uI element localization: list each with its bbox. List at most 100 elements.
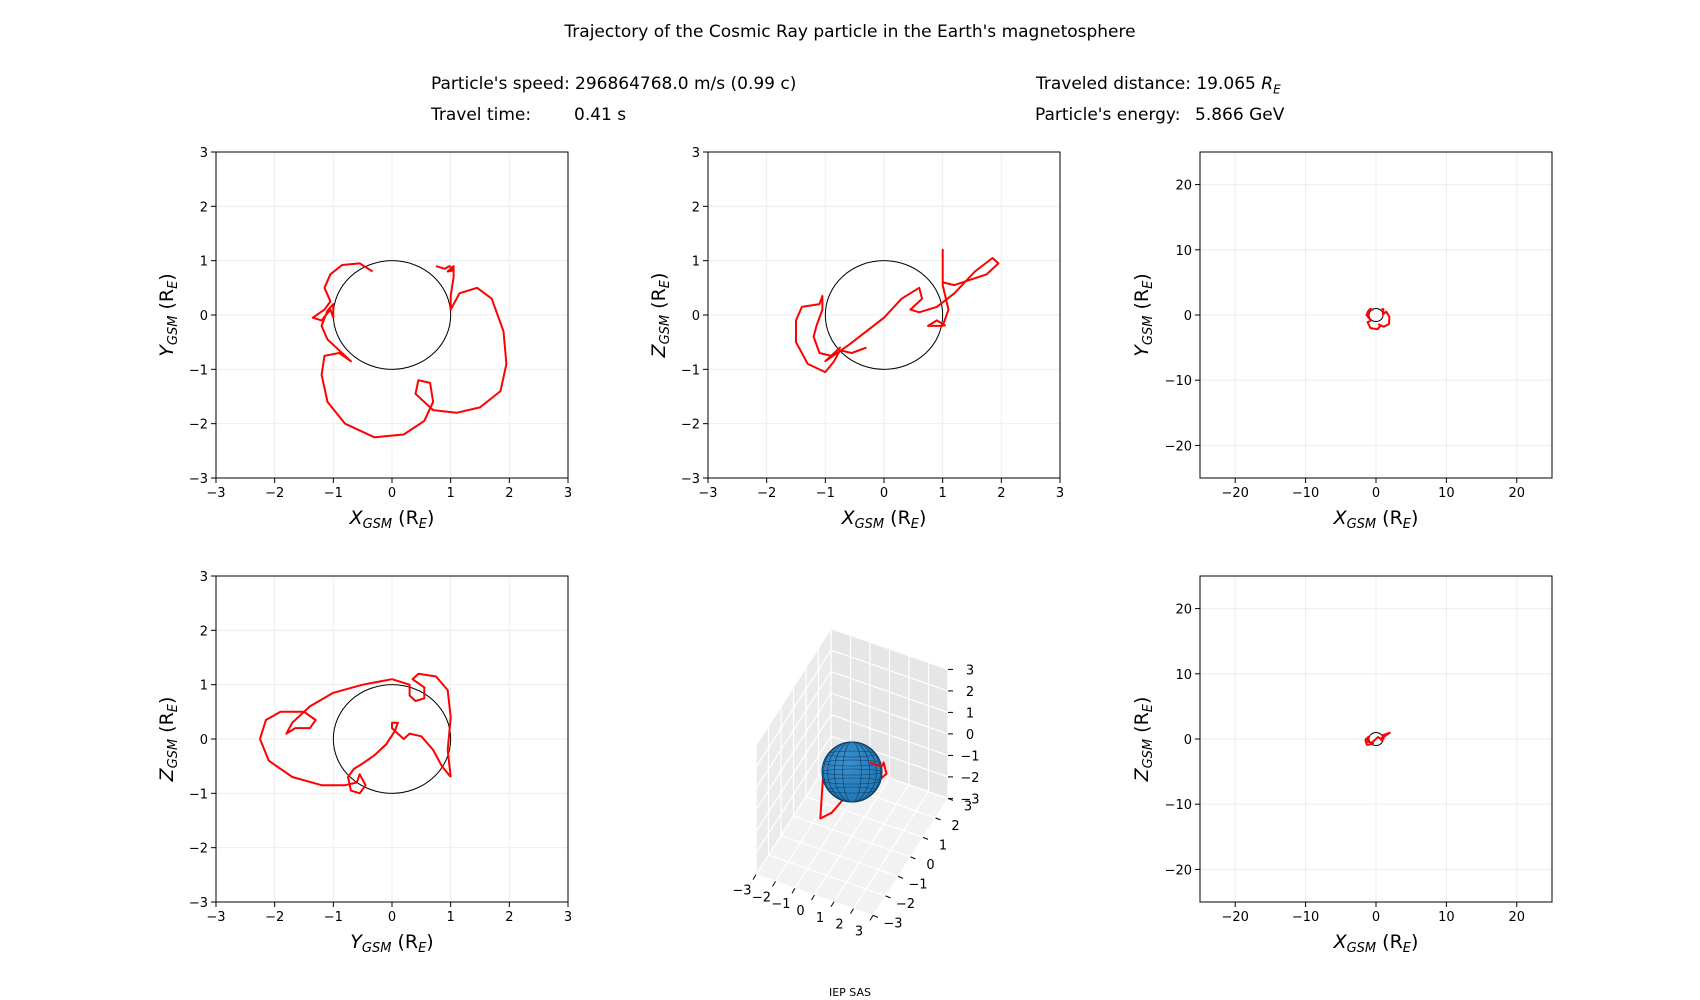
y-tick-label: 3 (200, 146, 208, 161)
z3d-tick-label: −2 (960, 771, 979, 786)
grid3d-z (755, 670, 949, 789)
chart-xz_wide: −20 −10 0 10 20 −20 −10 0 10 20 XGSM (RE) ZGSM (RE) (1131, 575, 1553, 956)
y3d-tick-label: −2 (896, 897, 915, 912)
y3d-tick-mark (897, 875, 904, 879)
z3d-tick-label: 0 (966, 728, 974, 743)
x-tick-label: 3 (1056, 486, 1064, 501)
x-tick-label: 0 (388, 486, 396, 501)
grid3d-z (755, 649, 949, 768)
x-axis-label: YGSM (RE) (350, 931, 433, 956)
y3d-tick-mark (935, 817, 941, 821)
grid3d-z (755, 627, 949, 746)
time-label: Travel time: (431, 105, 532, 125)
earth-meridian (842, 741, 862, 803)
y-tick-label: 3 (200, 570, 208, 585)
x-tick-label: −2 (265, 486, 284, 501)
y-tick-label: −1 (189, 787, 208, 802)
earth-latitude (823, 759, 881, 767)
x-tick-label: 3 (564, 486, 572, 501)
y3d-tick-label: 3 (964, 799, 972, 814)
y-tick-label: 0 (1184, 309, 1192, 324)
x-tick-label: 20 (1509, 910, 1526, 925)
distance-readout: Traveled distance: 19.065 RE (1036, 74, 1281, 96)
x3d-tick-label: 1 (816, 911, 824, 926)
y-tick-label: 1 (200, 255, 208, 270)
trajectory-line (311, 262, 508, 439)
x-tick-label: 10 (1438, 910, 1455, 925)
y-axis-label: YGSM (RE) (1131, 273, 1156, 356)
earth-latitude (821, 768, 883, 776)
y3d-tick-mark (872, 914, 879, 918)
y3d-tick-label: 1 (939, 838, 947, 853)
z3d-tick-label: −1 (960, 749, 979, 764)
x3d-tick-label: −3 (732, 884, 751, 899)
z3d-tick-label: 2 (966, 685, 974, 700)
x-tick-label: 2 (997, 486, 1005, 501)
y3d-tick-label: 2 (951, 819, 959, 834)
x-tick-label: 2 (505, 910, 513, 925)
trajectory-line (1364, 731, 1391, 746)
x-tick-label: 1 (939, 486, 947, 501)
y-tick-label: 20 (1175, 179, 1192, 194)
earth-latitude (827, 750, 877, 758)
x-tick-label: −10 (1292, 486, 1319, 501)
y-tick-label: 2 (692, 200, 700, 215)
speed-value: 296864768.0 m/s (0.99 c) (575, 74, 797, 94)
y-tick-label: −3 (189, 896, 208, 911)
x-tick-label: −2 (265, 910, 284, 925)
y-tick-label: −3 (681, 472, 700, 487)
x-tick-label: 10 (1438, 486, 1455, 501)
x-axis-label: XGSM (RE) (1333, 931, 1419, 956)
y-axis-label: YGSM (RE) (156, 273, 181, 356)
y-tick-label: −2 (681, 418, 700, 433)
y-tick-label: 1 (692, 255, 700, 270)
z3d-tick-label: −3 (960, 792, 979, 807)
y3d-tick-mark (922, 836, 929, 840)
z3d-tick-label: 1 (966, 706, 974, 721)
y-tick-label: −3 (189, 472, 208, 487)
y-tick-label: 2 (200, 624, 208, 639)
x3d-tick-label: −1 (771, 897, 790, 912)
x-tick-label: 0 (1372, 910, 1380, 925)
chart-xy: −3 −2 −1 0 1 2 3 −3 −2 −1 0 1 2 3 XGSM (RE) YGSM (RE) (156, 146, 572, 532)
x-tick-label: −2 (757, 486, 776, 501)
time-value: 0.41 s (574, 105, 627, 125)
y-tick-label: −10 (1165, 374, 1192, 389)
y3d-tick-mark (885, 895, 891, 899)
y3d-tick-label: −3 (883, 916, 902, 931)
y-tick-label: 0 (200, 309, 208, 324)
x-axis-label: XGSM (RE) (841, 507, 927, 532)
trajectory-3d-front (869, 761, 885, 767)
y-tick-label: −1 (681, 363, 700, 378)
y3d-tick-mark (910, 856, 916, 860)
speed-label: Particle's speed: (431, 74, 570, 94)
distance-label: Traveled distance: (1036, 74, 1191, 94)
x-tick-label: −3 (206, 486, 225, 501)
y-axis-label: ZGSM (RE) (648, 273, 673, 359)
y-tick-label: −20 (1165, 439, 1192, 454)
x3d-tick-mark (850, 908, 854, 914)
x-tick-label: −20 (1221, 486, 1248, 501)
x-axis-label: XGSM (RE) (349, 507, 435, 532)
x-tick-label: 1 (447, 910, 455, 925)
y-tick-label: 0 (200, 733, 208, 748)
x-tick-label: 0 (388, 910, 396, 925)
chart-xy_wide: −20 −10 0 10 20 −20 −10 0 10 20 XGSM (RE) YGSM (RE) (1131, 151, 1553, 532)
x3d-tick-mark (811, 894, 815, 901)
grid3d-z (755, 692, 949, 811)
x-tick-label: 2 (505, 486, 513, 501)
x3d-tick-mark (830, 901, 835, 908)
y-tick-label: −2 (189, 842, 208, 857)
footer-credit: IEP SAS (828, 986, 872, 999)
energy-label: Particle's energy: (1035, 105, 1181, 125)
x-tick-label: 0 (1372, 486, 1380, 501)
y3d-tick-label: 0 (926, 858, 934, 873)
x3d-tick-mark (869, 915, 874, 921)
y-tick-label: −20 (1165, 863, 1192, 878)
x-tick-label: −1 (324, 486, 343, 501)
x3d-tick-label: −2 (752, 890, 771, 905)
y-tick-label: −2 (189, 418, 208, 433)
x-tick-label: 3 (564, 910, 572, 925)
